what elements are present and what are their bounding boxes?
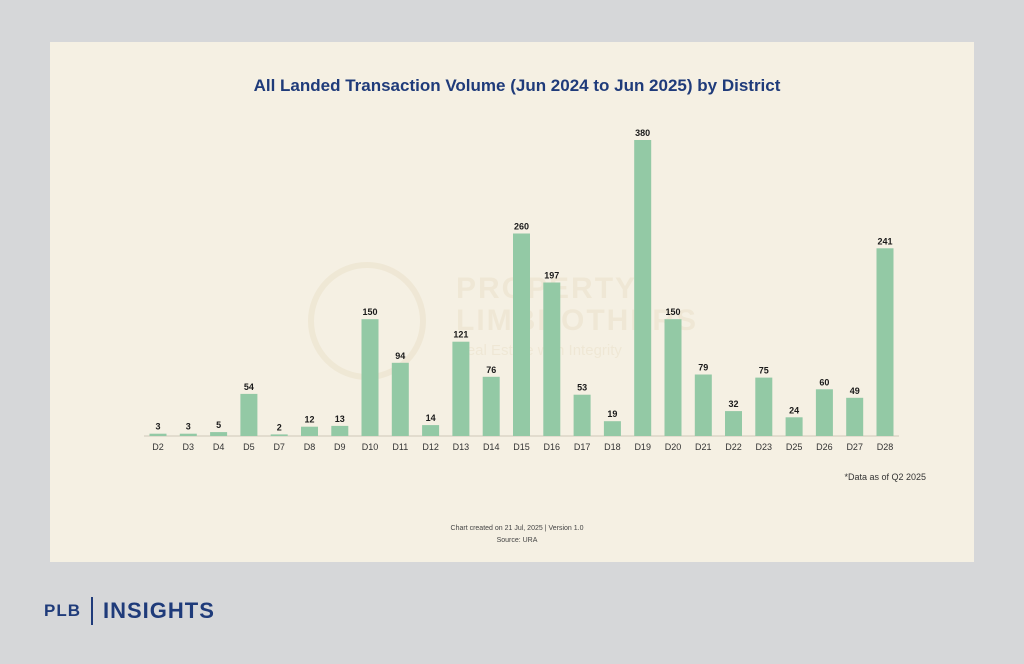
footnote: *Data as of Q2 2025 <box>844 472 926 482</box>
data-label-D14: 76 <box>486 365 496 375</box>
data-label-D27: 49 <box>850 386 860 396</box>
x-tick-D21: D21 <box>695 442 712 452</box>
data-label-D13: 121 <box>453 330 468 340</box>
x-tick-D2: D2 <box>152 442 164 452</box>
data-label-D5: 54 <box>244 382 254 392</box>
x-tick-D27: D27 <box>846 442 863 452</box>
brand-divider <box>91 597 93 625</box>
bar-D27 <box>846 397 864 436</box>
data-label-D7: 2 <box>277 422 282 432</box>
bar-D25 <box>785 417 803 436</box>
x-tick-D8: D8 <box>304 442 316 452</box>
data-label-D26: 60 <box>819 377 829 387</box>
x-tick-D28: D28 <box>877 442 894 452</box>
data-label-D8: 12 <box>304 415 314 425</box>
bar-D7 <box>270 434 288 436</box>
bar-D15 <box>513 233 530 436</box>
x-tick-D26: D26 <box>816 442 833 452</box>
x-tick-D5: D5 <box>243 442 255 452</box>
x-tick-D23: D23 <box>756 442 773 452</box>
data-label-D11: 94 <box>395 351 405 361</box>
x-tick-D12: D12 <box>422 442 439 452</box>
data-label-D23: 75 <box>759 366 769 376</box>
bar-D21 <box>694 374 712 436</box>
brand-logo: PLB INSIGHTS <box>44 594 215 628</box>
x-tick-D7: D7 <box>273 442 285 452</box>
bar-D11 <box>391 362 409 436</box>
x-tick-D18: D18 <box>604 442 621 452</box>
bar-D22 <box>725 411 742 436</box>
bar-D14 <box>482 376 500 436</box>
data-label-D9: 13 <box>335 414 345 424</box>
data-label-D15: 260 <box>514 222 529 232</box>
x-tick-D16: D16 <box>544 442 561 452</box>
chart-card: All Landed Transaction Volume (Jun 2024 … <box>50 42 974 562</box>
brand-plb: PLB <box>44 601 81 620</box>
bar-D17 <box>573 394 591 436</box>
data-label-D28: 241 <box>877 236 892 246</box>
x-tick-D20: D20 <box>665 442 682 452</box>
bar-D28 <box>876 248 894 436</box>
x-tick-D25: D25 <box>786 442 803 452</box>
bar-D3 <box>179 433 197 436</box>
bar-D5 <box>240 393 258 436</box>
x-tick-D15: D15 <box>513 442 530 452</box>
bar-D20 <box>664 319 682 436</box>
data-label-D3: 3 <box>186 422 191 432</box>
x-tick-D10: D10 <box>362 442 379 452</box>
brand-insights: INSIGHTS <box>103 598 215 623</box>
bar-D8 <box>301 426 318 436</box>
data-label-D12: 14 <box>426 413 436 423</box>
bar-D2 <box>149 433 167 436</box>
x-tick-D3: D3 <box>183 442 195 452</box>
x-tick-D11: D11 <box>392 442 408 452</box>
data-label-D10: 150 <box>362 307 377 317</box>
data-label-D25: 24 <box>789 405 799 415</box>
bar-D19 <box>634 140 652 436</box>
data-label-D21: 79 <box>698 363 708 373</box>
x-tick-D17: D17 <box>574 442 591 452</box>
x-tick-D22: D22 <box>725 442 742 452</box>
bar-D12 <box>422 425 440 436</box>
x-tick-D14: D14 <box>483 442 500 452</box>
bar-D13 <box>452 341 470 436</box>
data-label-D2: 3 <box>155 422 160 432</box>
source-note: Source: URA <box>496 537 538 544</box>
created-note: Chart created on 21 Jul, 2025 | Version … <box>450 525 584 532</box>
bar-D23 <box>755 377 773 436</box>
x-tick-D13: D13 <box>453 442 470 452</box>
x-tick-D9: D9 <box>334 442 346 452</box>
bar-D10 <box>361 319 379 436</box>
data-label-D20: 150 <box>665 307 680 317</box>
bar-D16 <box>543 282 561 436</box>
data-label-D22: 32 <box>728 399 738 409</box>
data-label-D16: 197 <box>544 271 559 281</box>
bar-chart: 3D23D35D454D52D712D813D9150D1094D1114D12… <box>144 128 899 452</box>
x-tick-D19: D19 <box>634 442 651 452</box>
bar-D4 <box>210 432 228 436</box>
bar-D18 <box>603 421 621 436</box>
data-label-D4: 5 <box>216 420 221 430</box>
chart-title: All Landed Transaction Volume (Jun 2024 … <box>253 76 781 95</box>
data-label-D19: 380 <box>635 128 650 138</box>
bar-D26 <box>815 389 833 436</box>
x-tick-D4: D4 <box>213 442 225 452</box>
bar-D9 <box>331 425 349 436</box>
data-label-D17: 53 <box>577 383 587 393</box>
data-label-D18: 19 <box>607 409 617 419</box>
